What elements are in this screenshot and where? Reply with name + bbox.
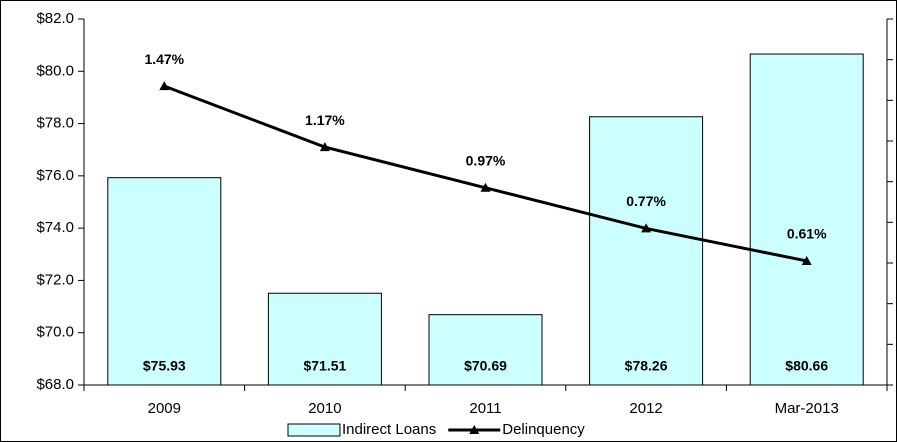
legend-marker — [469, 425, 480, 434]
bar-value-label: $70.69 — [464, 358, 507, 374]
line-marker — [801, 255, 812, 265]
line-marker — [159, 81, 170, 91]
line-marker — [319, 142, 330, 152]
line-value-label: 0.77% — [626, 193, 666, 209]
bar — [107, 177, 222, 386]
bar-value-label: $75.93 — [143, 358, 186, 374]
y-tick-label: $76.0 — [36, 167, 74, 184]
bar-value-label: $78.26 — [625, 358, 668, 374]
x-tick-label: 2009 — [148, 400, 181, 417]
legend-swatch — [287, 423, 341, 437]
bar — [267, 292, 382, 386]
bar — [749, 53, 864, 386]
y-tick-label: $80.0 — [36, 62, 74, 79]
line-value-label: 0.97% — [466, 152, 506, 168]
legend-label: Indirect Loans — [342, 421, 436, 438]
bar-value-label: $80.66 — [785, 358, 828, 374]
bar-value-label: $71.51 — [303, 358, 346, 374]
line-marker — [641, 223, 652, 233]
y-tick-label: $74.0 — [36, 219, 74, 236]
y-tick-label: $78.0 — [36, 115, 74, 132]
legend-label: Delinquency — [502, 421, 585, 438]
x-tick-label: 2011 — [469, 400, 501, 417]
x-tick-label: 2010 — [308, 400, 341, 417]
line-value-label: 0.61% — [787, 226, 827, 242]
y-tick-label: $82.0 — [36, 10, 74, 27]
y-tick-label: $68.0 — [36, 376, 74, 393]
x-tick-label: 2012 — [629, 400, 662, 417]
line-marker — [480, 182, 491, 192]
bar — [589, 116, 704, 386]
y-tick-label: $70.0 — [36, 324, 74, 341]
line-value-label: 1.47% — [144, 51, 184, 67]
bar — [428, 314, 543, 386]
x-tick-label: Mar-2013 — [775, 400, 839, 417]
line-value-label: 1.17% — [305, 112, 345, 128]
y-tick-label: $72.0 — [36, 271, 74, 288]
